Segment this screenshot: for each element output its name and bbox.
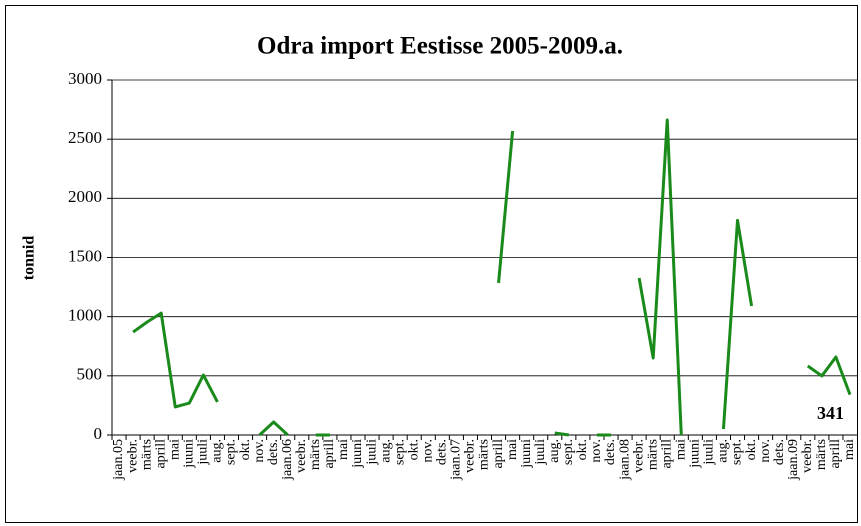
y-tick-label: 1000 [68, 306, 102, 325]
line-series [721, 218, 754, 430]
x-tick-label: veebr. [631, 439, 646, 473]
x-tick-label: mai [167, 439, 182, 460]
chart-title: Odra import Eestisse 2005-2009.a. [257, 33, 623, 60]
x-tick-label: jaan.06 [280, 439, 295, 481]
chart-border [5, 5, 858, 523]
x-tick-label: juuni [688, 439, 703, 469]
x-tick-label: dets. [266, 439, 281, 465]
x-tick-label: dets. [603, 439, 618, 465]
line-series [637, 118, 683, 436]
x-tick-label: jaan.07 [449, 439, 464, 481]
x-tick-label: juuni [519, 439, 534, 469]
x-tick-label: jaan.05 [111, 439, 126, 481]
x-tick-label: mai [674, 439, 689, 460]
x-tick-label: märts [645, 439, 660, 470]
x-tick-label: veebr. [125, 439, 140, 473]
x-tick-label: juuli [533, 439, 548, 466]
x-tick-label: jaan.08 [617, 439, 632, 481]
x-tick-label: dets. [435, 439, 450, 465]
x-tick-label: okt. [744, 439, 759, 460]
line-series [554, 431, 570, 437]
x-tick-label: aug. [378, 439, 393, 463]
x-tick-label: aprill [153, 439, 168, 469]
y-tick-label: 2500 [68, 128, 102, 147]
x-tick-label: mai [842, 439, 857, 460]
y-axis-label: tonnid [21, 236, 38, 281]
x-tick-label: märts [139, 439, 154, 470]
x-tick-label: juuli [364, 439, 379, 466]
x-tick-label: sept. [561, 439, 576, 465]
x-tick-label: okt. [406, 439, 421, 460]
x-tick-label: okt. [575, 439, 590, 460]
x-tick-label: juuni [182, 439, 197, 469]
x-tick-label: sept. [224, 439, 239, 465]
x-tick-label: aug. [716, 439, 731, 463]
x-tick-label: juuli [196, 439, 211, 466]
x-tick-label: märts [477, 439, 492, 470]
x-tick-label: aprill [659, 439, 674, 469]
y-tick-label: 3000 [68, 69, 102, 88]
line-series [806, 355, 852, 396]
line-series [132, 311, 219, 409]
x-tick-label: mai [505, 439, 520, 460]
x-tick-label: veebr. [463, 439, 478, 473]
y-tick-label: 0 [94, 424, 103, 443]
y-tick-label: 2000 [68, 187, 102, 206]
x-tick-label: okt. [238, 439, 253, 460]
line-series [497, 130, 515, 284]
x-tick-label: aprill [322, 439, 337, 469]
y-tick-label: 500 [77, 365, 103, 384]
x-tick-label: juuli [702, 439, 717, 466]
y-tick-label: 1500 [68, 246, 102, 265]
x-tick-label: veebr. [294, 439, 309, 473]
x-tick-label: nov. [420, 439, 435, 463]
x-tick-label: märts [814, 439, 829, 470]
x-tick-label: nov. [589, 439, 604, 463]
x-tick-label: nov. [758, 439, 773, 463]
x-tick-label: aprill [828, 439, 843, 469]
x-tick-label: märts [308, 439, 323, 470]
x-tick-label: aug. [210, 439, 225, 463]
x-tick-label: aug. [547, 439, 562, 463]
data-label: 341 [817, 403, 844, 423]
x-tick-label: sept. [392, 439, 407, 465]
x-tick-label: veebr. [800, 439, 815, 473]
x-tick-label: dets. [772, 439, 787, 465]
x-tick-label: mai [336, 439, 351, 460]
x-tick-label: jaan.09 [786, 439, 801, 481]
x-tick-label: nov. [252, 439, 267, 463]
line-series [258, 420, 289, 437]
x-tick-label: juuni [350, 439, 365, 469]
x-tick-label: aprill [491, 439, 506, 469]
x-tick-label: sept. [730, 439, 745, 465]
